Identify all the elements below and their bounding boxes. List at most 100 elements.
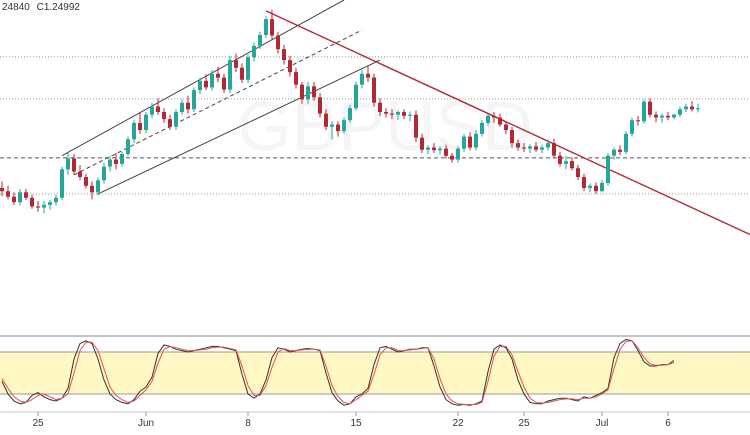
candle-body: [684, 106, 688, 110]
candle-body: [138, 122, 142, 131]
candle-body: [486, 115, 490, 123]
candle-body: [408, 114, 412, 116]
candle-body: [474, 133, 478, 148]
candle-body: [522, 147, 526, 149]
candle-body: [690, 106, 694, 110]
candle-body: [468, 136, 472, 148]
time-tick-label: 8: [245, 418, 251, 429]
candle-body: [108, 159, 112, 167]
candle-body: [570, 161, 574, 169]
time-tick-label: 15: [350, 418, 362, 429]
candle-body: [462, 136, 466, 149]
candle-body: [246, 57, 250, 80]
candle-body: [588, 185, 592, 188]
candle-body: [360, 73, 364, 85]
candle-body: [150, 106, 154, 115]
time-tick-label: Jul: [596, 418, 609, 429]
candle-body: [426, 147, 430, 150]
candle-body: [258, 34, 262, 46]
candle-body: [90, 185, 94, 193]
candle-body: [618, 149, 622, 152]
channel-mid-line: [73, 29, 363, 176]
candle-body: [36, 206, 40, 208]
candle-body: [612, 149, 616, 156]
candle-body: [156, 106, 160, 112]
candle-body: [276, 35, 280, 50]
candle-body: [222, 77, 226, 90]
candle-body: [696, 108, 700, 110]
time-tick-label: 25: [518, 418, 530, 429]
candle-body: [228, 60, 232, 90]
candle-body: [384, 112, 388, 114]
candle-body: [114, 159, 118, 164]
candle-body: [594, 185, 598, 192]
candle-body: [12, 196, 16, 203]
candle-body: [216, 73, 220, 78]
candle-body: [564, 161, 568, 164]
candle-body: [666, 115, 670, 118]
stoch-band: [0, 352, 750, 394]
candle-body: [678, 109, 682, 115]
candle-body: [282, 49, 286, 61]
candle-body: [510, 130, 514, 144]
candle-body: [438, 148, 442, 151]
candle-body: [342, 120, 346, 132]
time-tick-label: 25: [32, 418, 44, 429]
candle-body: [516, 143, 520, 148]
candle-body: [378, 102, 382, 112]
candle-body: [48, 202, 52, 205]
candle-body: [456, 148, 460, 160]
candle-body: [630, 120, 634, 134]
candle-body: [42, 204, 46, 208]
candle-body: [606, 155, 610, 184]
candle-body: [654, 114, 658, 118]
candle-body: [264, 19, 268, 35]
candle-body: [396, 112, 400, 115]
candle-body: [372, 77, 376, 103]
time-tick-label: 6: [665, 418, 671, 429]
candle-body: [576, 168, 580, 178]
candle-body: [270, 19, 274, 36]
candle-body: [300, 84, 304, 100]
candle-body: [66, 158, 70, 170]
candle-body: [60, 169, 64, 198]
candle-body: [288, 60, 292, 73]
candle-body: [432, 147, 436, 151]
candle-body: [18, 192, 22, 203]
candle-body: [204, 80, 208, 88]
candle-body: [546, 143, 550, 148]
candle-body: [642, 101, 646, 122]
candle-body: [318, 97, 322, 114]
candle-body: [168, 119, 172, 127]
candle-body: [480, 122, 484, 134]
channel-lower-line: [97, 59, 381, 195]
candle-body: [0, 187, 4, 192]
candle-body: [450, 155, 454, 160]
stoch-series-line-stoch_d: [1, 340, 675, 405]
candle-body: [54, 197, 58, 203]
candle-body: [96, 180, 100, 193]
candle-body: [336, 124, 340, 132]
candle-body: [624, 133, 628, 152]
ohlc-value-close: C1.24992: [36, 2, 80, 13]
candle-body: [102, 166, 106, 181]
candle-body: [72, 158, 76, 172]
candle-body: [174, 112, 178, 127]
candle-body: [252, 45, 256, 58]
candle-body: [672, 114, 676, 118]
candle-body: [600, 183, 604, 192]
candle-body: [24, 192, 28, 198]
candle-body: [390, 113, 394, 115]
candle-body: [162, 112, 166, 120]
falling-trendline: [265, 10, 750, 236]
candle-body: [306, 86, 310, 100]
candle-body: [414, 114, 418, 138]
candle-body: [6, 191, 10, 197]
candle-body: [420, 137, 424, 150]
candle-body: [240, 67, 244, 80]
time-tick-label: 22: [452, 418, 464, 429]
candle-body: [210, 73, 214, 88]
candle-body: [180, 102, 184, 112]
candle-body: [144, 114, 148, 131]
